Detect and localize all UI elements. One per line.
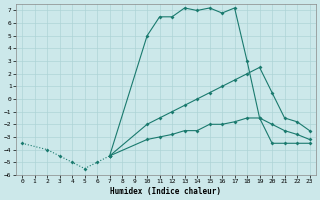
X-axis label: Humidex (Indice chaleur): Humidex (Indice chaleur) [110, 187, 221, 196]
